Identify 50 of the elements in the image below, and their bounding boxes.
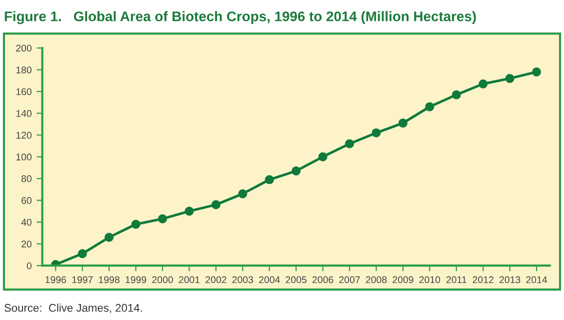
x-tick-label: 2000 (152, 276, 173, 284)
point (184, 206, 194, 216)
point (292, 166, 301, 176)
x-tick-label: 2014 (526, 276, 548, 284)
point (131, 220, 140, 229)
source-note: Source: Clive James, 2014. (4, 304, 142, 314)
x-tick-label: 1996 (46, 276, 66, 284)
point (532, 67, 542, 76)
y-tick-label: 80 (21, 175, 32, 182)
x-tick-label: 2011 (446, 276, 466, 284)
x-tick-label: 2013 (500, 276, 520, 284)
y-tick-label: 120 (16, 132, 32, 139)
y-tick-label: 40 (21, 218, 32, 226)
x-tick-label: 2007 (339, 276, 360, 284)
x-tick-label: 2003 (232, 276, 254, 284)
point (238, 189, 248, 198)
y-tick-label: 100 (16, 154, 32, 160)
y-tick-label: 140 (16, 110, 32, 117)
chart-title: Figure 1. Global Area of Biotech Crops, 1996 to 2014 (Million Hectares) (4, 11, 476, 24)
point (345, 139, 354, 148)
point (372, 128, 381, 138)
x-tick-label: 2002 (206, 276, 226, 284)
point (264, 175, 274, 184)
point (318, 152, 328, 162)
point (425, 102, 434, 112)
y-tick-label: 180 (16, 66, 32, 74)
x-tick-label: 2001 (178, 276, 200, 284)
x-tick-label: 2004 (259, 276, 280, 284)
x-tick-label: 2005 (286, 276, 307, 284)
x-tick-label: 1997 (72, 276, 93, 284)
y-tick-label: 60 (22, 197, 32, 204)
point (452, 90, 461, 100)
x-tick-label: 2009 (392, 276, 414, 284)
x-tick-label: 2008 (366, 276, 387, 284)
point (505, 74, 514, 83)
x-tick-label: 1998 (99, 276, 120, 284)
x-tick-label: 2006 (312, 276, 334, 284)
point (158, 214, 168, 224)
y-tick-label: 0 (26, 262, 32, 270)
point (478, 79, 488, 88)
y-tick-label: 200 (16, 44, 32, 52)
y-tick-label: 160 (16, 88, 32, 96)
y-tick-label: 20 (22, 240, 32, 248)
x-tick-label: 1999 (126, 276, 146, 284)
x-tick-label: 2012 (472, 276, 494, 284)
point (211, 200, 220, 210)
x-tick-label: 2010 (419, 276, 440, 284)
point (398, 118, 408, 128)
point (104, 232, 114, 242)
point (78, 249, 87, 258)
